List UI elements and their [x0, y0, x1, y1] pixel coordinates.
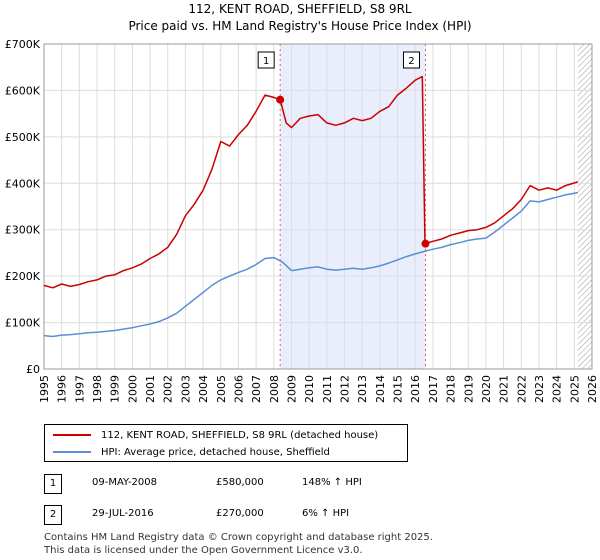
x-tick-label: 1997: [73, 375, 86, 403]
x-tick-label: 2026: [586, 375, 599, 403]
sale-price: £580,000: [216, 477, 264, 488]
x-tick-label: 1998: [91, 375, 104, 403]
sale-label-box: [257, 51, 275, 69]
x-tick-label: 2007: [250, 375, 263, 403]
sale-label-box: [402, 51, 420, 69]
x-tick-label: 2020: [480, 375, 493, 403]
x-tick-label: 2011: [321, 375, 334, 403]
sale-date: 09-MAY-2008: [92, 477, 158, 488]
chart-subtitle: Price paid vs. HM Land Registry's House …: [128, 19, 472, 33]
legend-item-property: 112, KENT ROAD, SHEFFIELD, S8 9RL (detac…: [53, 427, 378, 443]
sale-point: [276, 95, 285, 104]
sale-date: 29-JUL-2016: [92, 508, 154, 519]
x-tick-label: 2013: [356, 375, 369, 403]
price-chart: £0 £100K £200K £300K £400K £500K £600K £700K 199…: [5, 38, 599, 403]
y-tick-label: £700K: [5, 38, 41, 51]
y-tick-label: £400K: [5, 177, 41, 190]
x-tick-label: 2021: [498, 375, 511, 403]
sale-price: £270,000: [216, 508, 264, 519]
x-tick-label: 2019: [462, 375, 475, 403]
ownership-shade: [280, 44, 426, 369]
sale-marker-box: 1: [44, 474, 62, 494]
x-tick-label: 2003: [179, 375, 192, 403]
x-tick-label: 2014: [374, 375, 387, 403]
x-tick-label: 2006: [232, 375, 245, 403]
x-tick-label: 2012: [339, 375, 352, 403]
y-tick-label: £300K: [5, 224, 41, 237]
series-line-hpi: [43, 191, 579, 338]
x-tick-label: 2016: [409, 375, 422, 403]
x-tick-label: 2023: [533, 375, 546, 403]
sale-marker-box: 2: [44, 505, 62, 525]
x-tick-label: 2022: [515, 375, 528, 403]
sale-hpi-diff: 6% ↑ HPI: [302, 508, 350, 519]
x-tick-label: 2004: [197, 375, 210, 403]
plot-frame: [43, 43, 593, 370]
x-tick-label: 1996: [56, 375, 69, 403]
y-tick-label: £0: [26, 363, 40, 376]
x-tick-label: 2002: [162, 375, 175, 403]
series-line-property: [43, 75, 579, 289]
forecast-hatch: [577, 44, 592, 369]
footer-copyright: Contains HM Land Registry data © Crown c…: [44, 532, 433, 543]
x-tick-label: 2009: [285, 375, 298, 403]
x-tick-label: 2001: [144, 375, 157, 403]
x-tick-label: 2015: [392, 375, 405, 403]
sale-point: [421, 239, 430, 248]
x-tick-label: 2010: [303, 375, 316, 403]
x-tick-label: 2008: [268, 375, 281, 403]
sale-label-text: 1: [263, 56, 269, 67]
legend-label-property: 112, KENT ROAD, SHEFFIELD, S8 9RL (detac…: [101, 429, 379, 441]
x-tick-label: 2018: [445, 375, 458, 403]
chart-title: 112, KENT ROAD, SHEFFIELD, S8 9RL: [188, 2, 412, 16]
x-tick-label: 2025: [568, 375, 581, 403]
x-tick-label: 1995: [38, 375, 51, 403]
legend-label-hpi: HPI: Average price, detached house, Shef…: [101, 446, 330, 458]
sale-hpi-diff: 148% ↑ HPI: [302, 477, 362, 488]
legend-swatch-hpi: [53, 451, 91, 453]
x-tick-label: 2017: [427, 375, 440, 403]
legend-swatch-property: [53, 434, 91, 436]
x-tick-label: 2024: [551, 375, 564, 403]
y-tick-label: £100K: [5, 317, 41, 330]
y-tick-label: £500K: [5, 131, 41, 144]
footer-licence: This data is licensed under the Open Gov…: [44, 545, 363, 556]
x-tick-label: 1999: [109, 375, 122, 403]
y-tick-label: £200K: [5, 270, 41, 283]
x-tick-label: 2000: [126, 375, 139, 403]
legend-item-hpi: HPI: Average price, detached house, Shef…: [53, 444, 330, 460]
sale-label-text: 2: [408, 56, 414, 67]
x-tick-label: 2005: [215, 375, 228, 403]
y-tick-label: £600K: [5, 84, 41, 97]
chart-legend: 112, KENT ROAD, SHEFFIELD, S8 9RL (detac…: [44, 424, 408, 462]
